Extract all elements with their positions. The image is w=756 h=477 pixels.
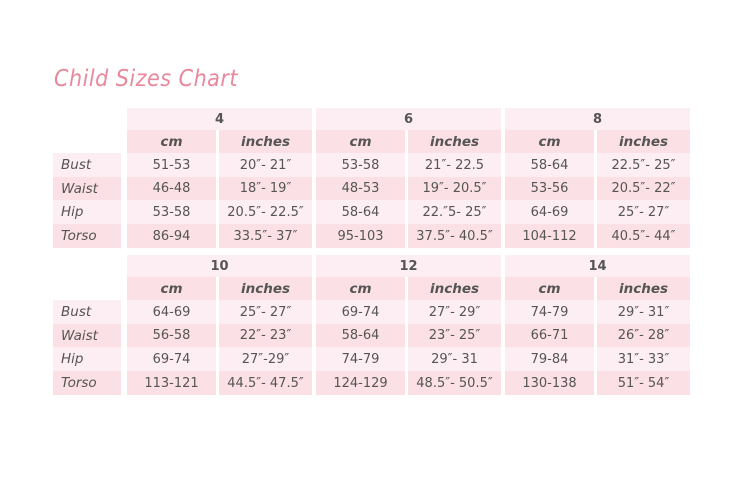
unit-header-cm: cm bbox=[505, 130, 594, 153]
size-header: 14 bbox=[505, 255, 690, 277]
inches-value: 22″- 23″ bbox=[219, 324, 312, 347]
unit-header-cm: cm bbox=[127, 130, 216, 153]
unit-header-cm: cm bbox=[316, 130, 405, 153]
measurement-label-hip: Hip bbox=[53, 347, 121, 371]
inches-value: 29″- 31 bbox=[408, 347, 501, 371]
inches-value: 20″- 21″ bbox=[219, 153, 312, 177]
inches-value: 20.5″- 22″ bbox=[597, 177, 690, 200]
unit-header-inches: inches bbox=[408, 277, 501, 300]
measurement-label-bust: Bust bbox=[53, 153, 121, 177]
inches-value: 23″- 25″ bbox=[408, 324, 501, 347]
cm-value: 48-53 bbox=[316, 177, 405, 200]
cm-value: 74-79 bbox=[505, 300, 594, 324]
inches-value: 40.5″- 44″ bbox=[597, 224, 690, 248]
unit-header-cm: cm bbox=[316, 277, 405, 300]
measurement-label-waist: Waist bbox=[53, 177, 121, 200]
cm-value: 53-58 bbox=[127, 200, 216, 224]
cm-value: 69-74 bbox=[316, 300, 405, 324]
cm-value: 95-103 bbox=[316, 224, 405, 248]
inches-value: 29″- 31″ bbox=[597, 300, 690, 324]
measurement-label-torso: Torso bbox=[53, 224, 121, 248]
unit-header-inches: inches bbox=[219, 277, 312, 300]
inches-value: 21″- 22.5 bbox=[408, 153, 501, 177]
inches-value: 27″-29″ bbox=[219, 347, 312, 371]
inches-value: 33.5″- 37″ bbox=[219, 224, 312, 248]
cm-value: 113-121 bbox=[127, 371, 216, 395]
unit-header-inches: inches bbox=[597, 277, 690, 300]
inches-value: 27″- 29″ bbox=[408, 300, 501, 324]
cm-value: 58-64 bbox=[316, 200, 405, 224]
inches-value: 22.″5- 25″ bbox=[408, 200, 501, 224]
cm-value: 64-69 bbox=[505, 200, 594, 224]
cm-value: 56-58 bbox=[127, 324, 216, 347]
cm-value: 104-112 bbox=[505, 224, 594, 248]
measurement-label-bust: Bust bbox=[53, 300, 121, 324]
size-header: 12 bbox=[316, 255, 501, 277]
inches-value: 26″- 28″ bbox=[597, 324, 690, 347]
cm-value: 74-79 bbox=[316, 347, 405, 371]
inches-value: 37.5″- 40.5″ bbox=[408, 224, 501, 248]
cm-value: 69-74 bbox=[127, 347, 216, 371]
size-header: 6 bbox=[316, 108, 501, 130]
cm-value: 124-129 bbox=[316, 371, 405, 395]
cm-value: 86-94 bbox=[127, 224, 216, 248]
cm-value: 51-53 bbox=[127, 153, 216, 177]
cm-value: 53-58 bbox=[316, 153, 405, 177]
measurement-label-torso: Torso bbox=[53, 371, 121, 395]
unit-header-inches: inches bbox=[597, 130, 690, 153]
size-header: 4 bbox=[127, 108, 312, 130]
inches-value: 18″- 19″ bbox=[219, 177, 312, 200]
cm-value: 58-64 bbox=[316, 324, 405, 347]
cm-value: 79-84 bbox=[505, 347, 594, 371]
cm-value: 66-71 bbox=[505, 324, 594, 347]
cm-value: 58-64 bbox=[505, 153, 594, 177]
inches-value: 25″- 27″ bbox=[597, 200, 690, 224]
measurement-label-waist: Waist bbox=[53, 324, 121, 347]
inches-value: 31″- 33″ bbox=[597, 347, 690, 371]
size-header: 8 bbox=[505, 108, 690, 130]
unit-header-cm: cm bbox=[505, 277, 594, 300]
inches-value: 48.5″- 50.5″ bbox=[408, 371, 501, 395]
cm-value: 64-69 bbox=[127, 300, 216, 324]
measurement-label-hip: Hip bbox=[53, 200, 121, 224]
cm-value: 53-56 bbox=[505, 177, 594, 200]
inches-value: 51″- 54″ bbox=[597, 371, 690, 395]
inches-value: 22.5″- 25″ bbox=[597, 153, 690, 177]
inches-value: 19″- 20.5″ bbox=[408, 177, 501, 200]
unit-header-inches: inches bbox=[219, 130, 312, 153]
inches-value: 25″- 27″ bbox=[219, 300, 312, 324]
unit-header-inches: inches bbox=[408, 130, 501, 153]
unit-header-cm: cm bbox=[127, 277, 216, 300]
cm-value: 130-138 bbox=[505, 371, 594, 395]
size-header: 10 bbox=[127, 255, 312, 277]
page-title: Child Sizes Chart bbox=[54, 66, 238, 92]
cm-value: 46-48 bbox=[127, 177, 216, 200]
inches-value: 20.5″- 22.5″ bbox=[219, 200, 312, 224]
inches-value: 44.5″- 47.5″ bbox=[219, 371, 312, 395]
